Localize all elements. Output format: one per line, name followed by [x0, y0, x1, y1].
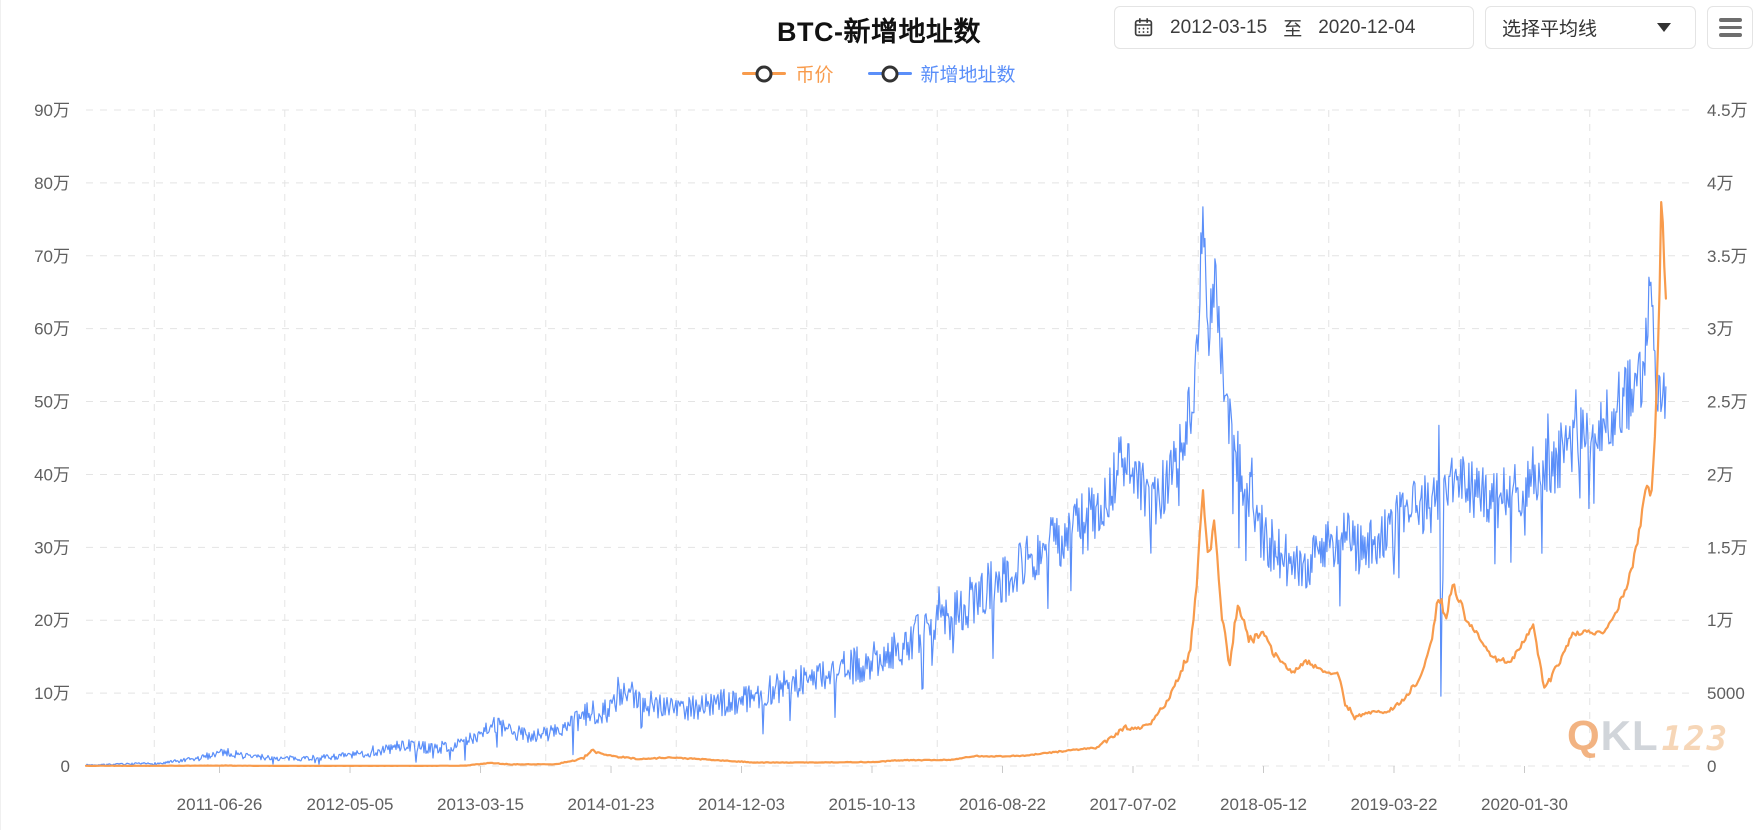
y-axis-right-label: 4.5万 — [1707, 101, 1748, 120]
y-axis-left-label: 90万 — [34, 101, 70, 120]
x-axis-label: 2015-10-13 — [829, 795, 916, 814]
y-axis-right-label: 1万 — [1707, 611, 1733, 630]
page-title: BTC-新增地址数 — [777, 17, 981, 47]
y-axis-left-label: 40万 — [34, 465, 70, 484]
average-line-select[interactable]: 选择平均线 — [1485, 6, 1696, 49]
y-axis-right-label: 0 — [1707, 757, 1716, 776]
hamburger-icon — [1718, 18, 1742, 37]
legend-item-new-addresses[interactable]: 新增地址数 — [867, 60, 1016, 87]
y-axis-right-label: 1.5万 — [1707, 538, 1748, 557]
x-axis-label: 2020-01-30 — [1481, 795, 1568, 814]
x-axis-label: 2019-03-22 — [1351, 795, 1438, 814]
x-axis-label: 2012-05-05 — [307, 795, 394, 814]
y-axis-left-label: 60万 — [34, 320, 70, 339]
new-addresses-line — [85, 206, 1667, 767]
y-axis-right-label: 2.5万 — [1707, 393, 1748, 412]
calendar-icon — [1133, 17, 1154, 38]
y-axis-left-label: 80万 — [34, 174, 70, 193]
y-axis-left-label: 10万 — [34, 684, 70, 703]
y-axis-left-label: 50万 — [34, 393, 70, 412]
y-axis-left-label: 70万 — [34, 247, 70, 266]
date-separator: 至 — [1283, 19, 1303, 40]
legend-item-price[interactable]: 币价 — [742, 60, 834, 87]
qkl123-watermark: Q KL 123 — [1567, 712, 1730, 759]
x-axis-label: 2018-05-12 — [1220, 795, 1307, 814]
x-axis-label: 2011-06-26 — [177, 795, 263, 814]
x-axis-label: 2014-01-23 — [568, 795, 655, 814]
date-end-value: 2020-12-04 — [1318, 16, 1416, 38]
y-axis-right-label: 3万 — [1707, 320, 1733, 339]
date-range-picker[interactable]: 2012-03-15 至 2020-12-04 — [1114, 6, 1474, 49]
x-axis-label: 2013-03-15 — [437, 795, 524, 814]
x-axis-label: 2016-08-22 — [959, 795, 1046, 814]
average-line-select-label: 选择平均线 — [1502, 19, 1598, 40]
legend-item-label: 币价 — [795, 65, 834, 86]
y-axis-right-label: 5000 — [1707, 684, 1745, 703]
y-axis-right-label: 3.5万 — [1707, 247, 1748, 266]
price-legend-marker-icon — [742, 65, 787, 82]
y-axis-left-label: 30万 — [34, 538, 70, 557]
y-axis-left-label: 20万 — [34, 611, 70, 630]
x-axis-label: 2017-07-02 — [1090, 795, 1177, 814]
y-axis-right-label: 2万 — [1707, 465, 1733, 484]
chevron-down-icon — [1657, 23, 1671, 32]
x-axis-label: 2014-12-03 — [698, 795, 785, 814]
menu-button[interactable] — [1707, 6, 1753, 49]
new-addresses-legend-marker-icon — [867, 65, 912, 82]
y-axis-left-label: 0 — [61, 757, 70, 776]
date-start-value: 2012-03-15 — [1170, 16, 1268, 38]
price-line — [84, 201, 1668, 768]
chart-legend: 币价 新增地址数 — [1, 60, 1756, 87]
y-axis-right-label: 4万 — [1707, 174, 1733, 193]
legend-item-label: 新增地址数 — [920, 65, 1016, 86]
